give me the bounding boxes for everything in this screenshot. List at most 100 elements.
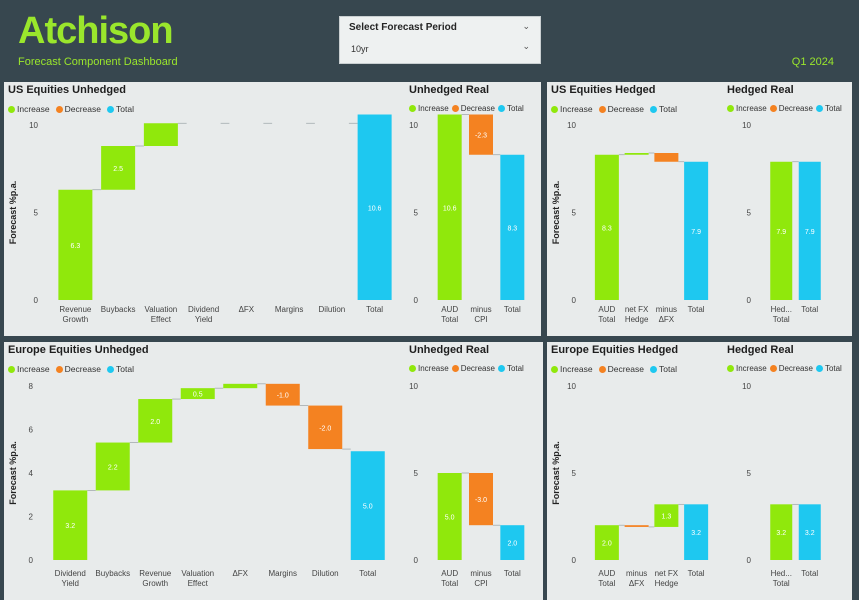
legend-total[interactable]: Total: [497, 364, 524, 373]
data-label: 2.0: [150, 419, 160, 426]
legend-decrease[interactable]: Decrease: [769, 104, 813, 113]
legend-decrease[interactable]: Decrease: [598, 364, 644, 374]
us-unhedged-real-chart: 0 5 10 10.6 AUD Total -2.3 minus CPI 8.3 Total: [409, 114, 525, 324]
data-label: 0.5: [193, 392, 203, 399]
category-label: Dividend Yield: [188, 305, 219, 324]
legend-increase[interactable]: Increase: [8, 104, 50, 114]
y-tick-label: 0: [572, 296, 577, 305]
waterfall-bar[interactable]: [594, 525, 619, 560]
legend-decrease[interactable]: Decrease: [55, 104, 101, 114]
legend-decrease[interactable]: Decrease: [598, 104, 644, 114]
category-label: Hed... Total: [771, 569, 792, 588]
data-label: 5.0: [445, 515, 455, 522]
data-label: -2.3: [475, 133, 487, 140]
y-tick-label: 0: [572, 556, 577, 565]
category-label: Total: [366, 305, 383, 314]
y-tick-label: 0: [414, 296, 419, 305]
waterfall-bar[interactable]: [143, 123, 178, 146]
data-label: 3.2: [65, 523, 75, 530]
waterfall-bar[interactable]: [58, 189, 93, 300]
legend-total[interactable]: Total: [815, 364, 842, 373]
waterfall-bar[interactable]: [95, 442, 130, 491]
y-tick-label: 0: [34, 296, 39, 305]
category-label: minus CPI: [470, 569, 491, 588]
category-label: minus ΔFX: [656, 305, 677, 324]
waterfall-bar[interactable]: [798, 504, 821, 560]
legend-increase[interactable]: Increase: [551, 364, 593, 374]
forecast-period-slicer[interactable]: Select Forecast Period ⌄ 10yr ⌄: [339, 16, 541, 64]
legend-increase[interactable]: Increase: [409, 364, 449, 373]
us-hedged-real-title: Hedged Real: [727, 84, 794, 96]
legend-increase[interactable]: Increase: [409, 104, 449, 113]
waterfall-bar[interactable]: [624, 153, 649, 155]
waterfall-bar[interactable]: [469, 114, 493, 155]
us-hedged-waterfall-chart: 0 5 10 Forecast %p.a. 8.3 AUD Total net FX Hedge…: [551, 121, 709, 324]
slicer-selected-value[interactable]: 10yr: [351, 44, 369, 54]
y-tick-label: 10: [742, 121, 751, 130]
waterfall-bar[interactable]: [180, 388, 215, 400]
waterfall-bar[interactable]: [350, 451, 385, 560]
data-label: 10.6: [368, 205, 382, 212]
legend-decrease[interactable]: Decrease: [55, 364, 101, 374]
waterfall-bar[interactable]: [500, 154, 525, 300]
y-tick-label: 2: [29, 513, 34, 522]
waterfall-bar[interactable]: [357, 114, 392, 301]
y-axis-title: Forecast %p.a.: [551, 441, 561, 505]
chevron-down-icon[interactable]: ⌄: [522, 21, 530, 31]
category-label: Total: [688, 569, 705, 578]
data-label: 7.9: [776, 229, 786, 236]
legend-total[interactable]: Total: [650, 104, 677, 114]
waterfall-bar[interactable]: [500, 525, 525, 560]
legend-decrease[interactable]: Decrease: [451, 364, 495, 373]
legend-total[interactable]: Total: [650, 364, 677, 374]
y-tick-label: 10: [409, 121, 418, 130]
category-label: Margins: [275, 305, 303, 314]
legend: Increase Decrease Total: [727, 364, 842, 373]
waterfall-bar[interactable]: [770, 504, 793, 560]
y-tick-label: 10: [742, 382, 751, 391]
legend: Increase Decrease Total: [8, 364, 134, 374]
waterfall-bar[interactable]: [798, 161, 821, 300]
waterfall-bar[interactable]: [624, 525, 649, 527]
waterfall-bar[interactable]: [654, 504, 679, 527]
legend-total[interactable]: Total: [107, 364, 134, 374]
waterfall-bar[interactable]: [437, 473, 462, 560]
waterfall-bar[interactable]: [223, 383, 258, 389]
waterfall-bar[interactable]: [654, 153, 679, 162]
europe-unhedged-real-title: Unhedged Real: [409, 344, 490, 356]
legend-increase[interactable]: Increase: [727, 104, 767, 113]
y-axis-title: Forecast %p.a.: [8, 441, 18, 505]
legend-increase[interactable]: Increase: [8, 364, 50, 374]
europe-hedged-real-title: Hedged Real: [727, 344, 794, 356]
data-label: 8.3: [602, 225, 612, 232]
waterfall-bar[interactable]: [53, 490, 88, 560]
waterfall-bar[interactable]: [594, 154, 619, 300]
europe-unhedged-title: Europe Equities Unhedged: [8, 344, 149, 356]
legend-increase[interactable]: Increase: [727, 364, 767, 373]
y-tick-label: 5: [414, 209, 419, 218]
waterfall-bar[interactable]: [770, 161, 793, 300]
data-label: 3.2: [776, 530, 786, 537]
legend-decrease[interactable]: Decrease: [451, 104, 495, 113]
legend-total[interactable]: Total: [107, 104, 134, 114]
waterfall-bar[interactable]: [101, 146, 136, 190]
category-label: ΔFX: [232, 569, 248, 578]
legend-decrease[interactable]: Decrease: [769, 364, 813, 373]
category-label: Dividend Yield: [55, 569, 86, 588]
waterfall-bar[interactable]: [138, 399, 173, 443]
category-label: Total: [359, 569, 376, 578]
legend-total[interactable]: Total: [497, 104, 524, 113]
waterfall-bar[interactable]: [684, 504, 709, 560]
category-label: net FX Hedge: [655, 569, 679, 588]
waterfall-bar[interactable]: [437, 114, 462, 301]
waterfall-bar[interactable]: [265, 383, 300, 406]
europe-hedged-waterfall-chart: 0 5 10 Forecast %p.a. 2.0 AUD Total minus ΔFX 1.3…: [551, 382, 709, 588]
waterfall-bar[interactable]: [308, 405, 343, 450]
category-label: minus CPI: [470, 305, 491, 324]
legend-total[interactable]: Total: [815, 104, 842, 113]
waterfall-bar[interactable]: [469, 473, 493, 526]
dropdown-chevron-icon[interactable]: ⌄: [522, 41, 530, 51]
data-label: 6.3: [71, 243, 81, 250]
legend-increase[interactable]: Increase: [551, 104, 593, 114]
waterfall-bar[interactable]: [684, 161, 709, 300]
